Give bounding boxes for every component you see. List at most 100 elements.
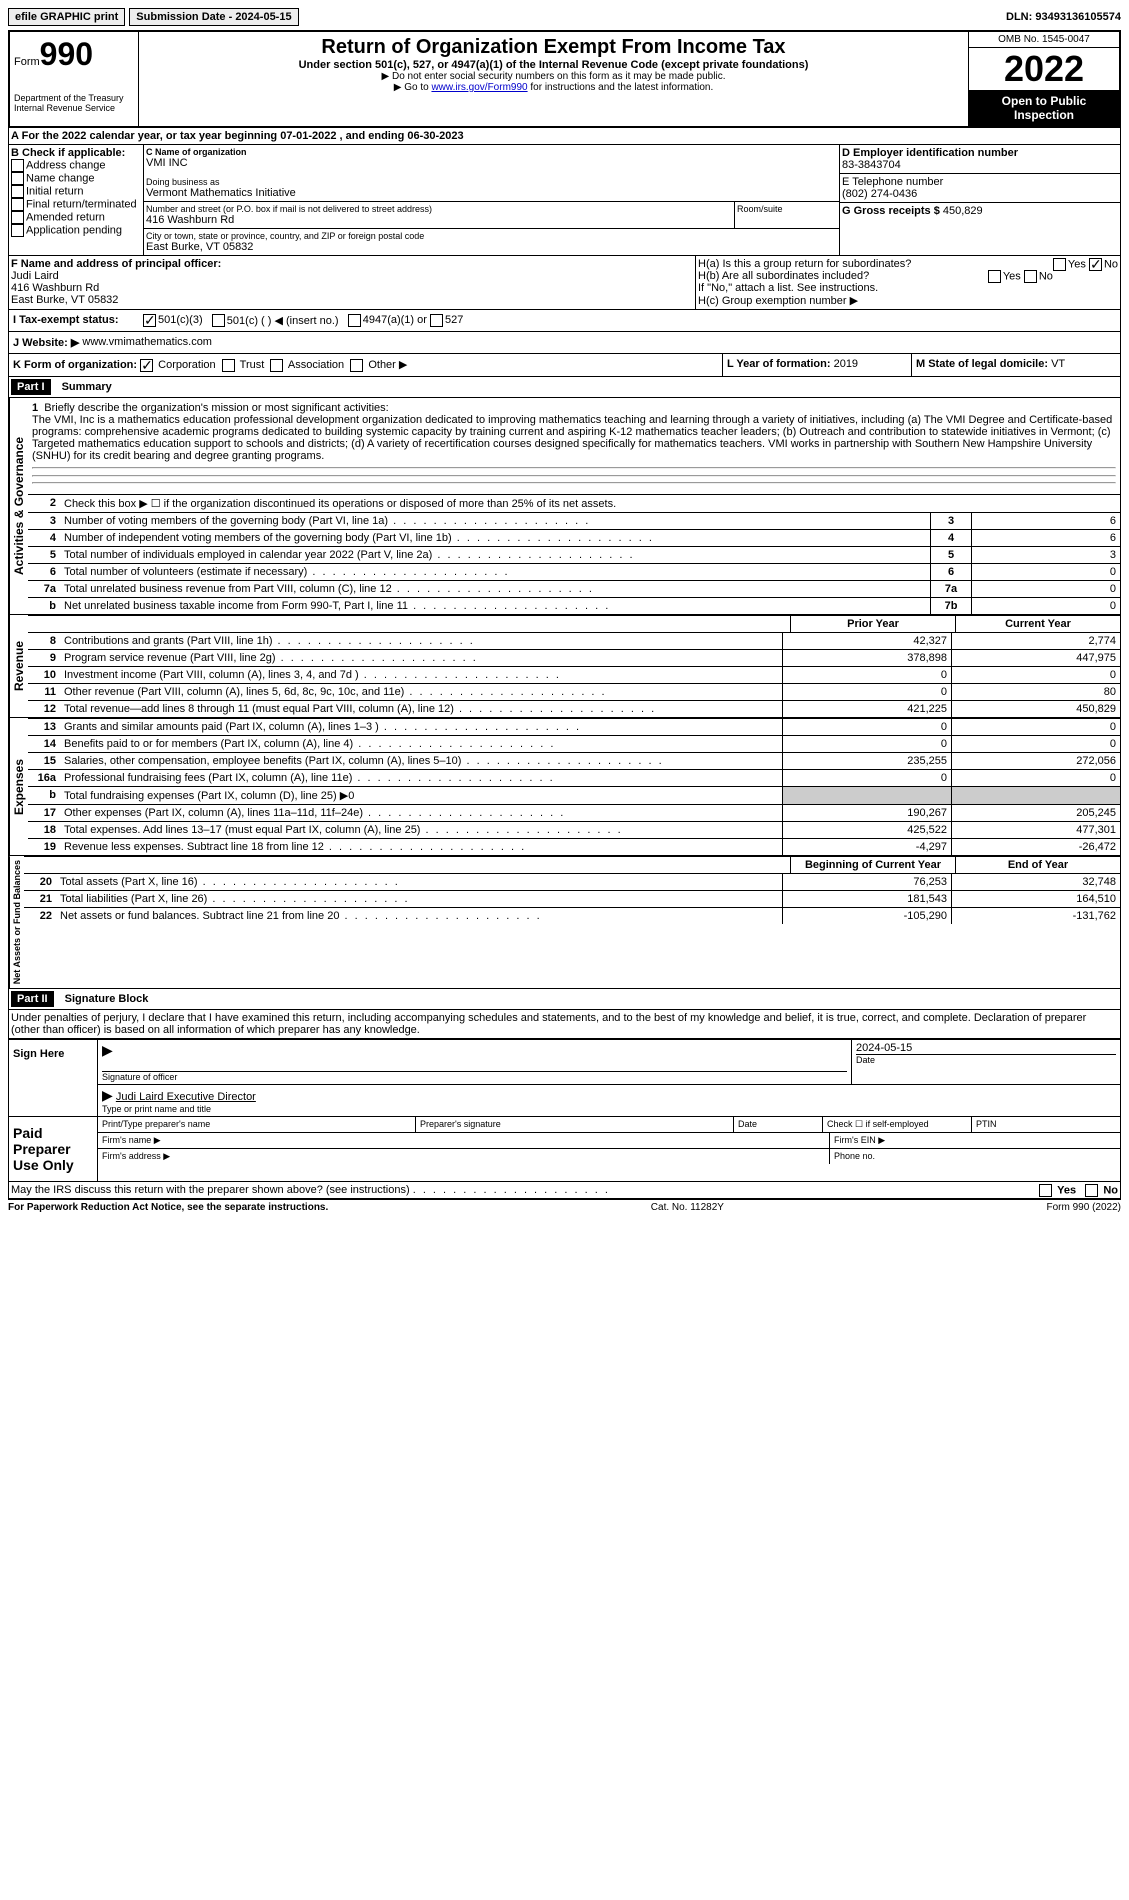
opt-assoc: Association [288, 359, 344, 371]
check-name[interactable] [11, 172, 24, 185]
firm-phone-label: Phone no. [829, 1149, 1120, 1164]
current-value: 32,748 [951, 874, 1120, 890]
side-governance: Activities & Governance [9, 398, 28, 614]
q1-label: Briefly describe the organization's miss… [44, 402, 388, 414]
irs-link[interactable]: www.irs.gov/Form990 [431, 82, 527, 93]
line-text: Net assets or fund balances. Subtract li… [56, 908, 782, 924]
dln: DLN: 93493136105574 [1006, 11, 1121, 23]
k-corp[interactable] [140, 359, 153, 372]
k-other[interactable] [350, 359, 363, 372]
check-pending[interactable] [11, 224, 24, 237]
line-num: 22 [24, 908, 56, 924]
k-label: K Form of organization: [13, 359, 137, 371]
discuss-yes-label: Yes [1057, 1184, 1076, 1196]
line-text: Total unrelated business revenue from Pa… [60, 581, 930, 597]
line-text: Investment income (Part VIII, column (A)… [60, 667, 782, 683]
sig-officer-label: Signature of officer [102, 1071, 847, 1082]
line-value: 0 [971, 581, 1120, 597]
domicile-state: VT [1051, 358, 1065, 370]
discuss-text: May the IRS discuss this return with the… [11, 1184, 410, 1196]
tax-year: 2022 [969, 48, 1119, 90]
line-num: 11 [28, 684, 60, 700]
officer-name-title: Judi Laird Executive Director [116, 1091, 256, 1103]
city-label: City or town, state or province, country… [146, 231, 837, 241]
efile-label: efile GRAPHIC print [8, 8, 125, 26]
line-num: 7a [28, 581, 60, 597]
ha-no[interactable] [1089, 258, 1102, 271]
opt-pending: Application pending [26, 224, 122, 236]
section-b-label: B Check if applicable: [11, 147, 141, 159]
k-trust[interactable] [222, 359, 235, 372]
firm-name-label: Firm's name ▶ [98, 1133, 829, 1148]
form-subtitle: Under section 501(c), 527, or 4947(a)(1)… [143, 59, 964, 71]
check-final[interactable] [11, 198, 24, 211]
prior-value: -105,290 [782, 908, 951, 924]
line-text: Total assets (Part X, line 16) [56, 874, 782, 890]
j-label: J Website: ▶ [13, 336, 79, 349]
i-501c[interactable] [212, 314, 225, 327]
check-amended[interactable] [11, 211, 24, 224]
line-text: Revenue less expenses. Subtract line 18 … [60, 839, 782, 855]
officer-addr1: 416 Washburn Rd [11, 282, 693, 294]
dba-value: Vermont Mathematics Initiative [146, 187, 837, 199]
opt-527: 527 [445, 314, 463, 327]
part1-title: Summary [54, 381, 112, 393]
ha-yes[interactable] [1053, 258, 1066, 271]
open-public: Open to Public Inspection [969, 90, 1119, 126]
discuss-no[interactable] [1085, 1184, 1098, 1197]
line-num: 3 [28, 513, 60, 529]
opt-address: Address change [26, 159, 106, 171]
line-text: Total fundraising expenses (Part IX, col… [60, 787, 782, 804]
prior-value: 0 [782, 770, 951, 786]
line-num: 14 [28, 736, 60, 752]
l-label: L Year of formation: [727, 358, 831, 370]
i-501c3[interactable] [143, 314, 156, 327]
line-num: 20 [24, 874, 56, 890]
line-num: 19 [28, 839, 60, 855]
line-box: 7b [930, 598, 971, 614]
line-num: 10 [28, 667, 60, 683]
current-value [951, 787, 1120, 804]
discuss-no-label: No [1103, 1184, 1118, 1196]
line-text: Total revenue—add lines 8 through 11 (mu… [60, 701, 782, 717]
discuss-yes[interactable] [1039, 1184, 1052, 1197]
i-label: I Tax-exempt status: [13, 314, 143, 327]
col-current: Current Year [955, 616, 1120, 632]
opt-trust: Trust [240, 359, 265, 371]
current-value: 0 [951, 770, 1120, 786]
line-box: 5 [930, 547, 971, 563]
part2-title: Signature Block [57, 993, 149, 1005]
hb-no[interactable] [1024, 270, 1037, 283]
check-address[interactable] [11, 159, 24, 172]
officer-name: Judi Laird [11, 270, 693, 282]
f-officer-label: F Name and address of principal officer: [11, 258, 693, 270]
i-527[interactable] [430, 314, 443, 327]
current-value: 0 [951, 719, 1120, 735]
ptin-label: PTIN [971, 1117, 1120, 1132]
instr-goto-prefix: ▶ Go to [394, 82, 432, 93]
current-value: 205,245 [951, 805, 1120, 821]
line-text: Other revenue (Part VIII, column (A), li… [60, 684, 782, 700]
current-value: 80 [951, 684, 1120, 700]
g-receipts-label: G Gross receipts $ [842, 205, 940, 217]
website-value: www.vmimathematics.com [82, 336, 212, 349]
col-prior: Prior Year [790, 616, 955, 632]
mission-text: The VMI, Inc is a mathematics education … [32, 414, 1112, 462]
dept-treasury: Department of the Treasury [14, 93, 134, 103]
line-num: 18 [28, 822, 60, 838]
k-assoc[interactable] [270, 359, 283, 372]
check-initial[interactable] [11, 185, 24, 198]
current-value: 447,975 [951, 650, 1120, 666]
opt-other: Other ▶ [368, 359, 407, 371]
line-num: b [28, 598, 60, 614]
c-name-label: C Name of organization [146, 147, 837, 157]
prior-value: 42,327 [782, 633, 951, 649]
i-4947[interactable] [348, 314, 361, 327]
prior-value: 0 [782, 719, 951, 735]
opt-name: Name change [26, 172, 95, 184]
hb-yes[interactable] [988, 270, 1001, 283]
current-value: 2,774 [951, 633, 1120, 649]
line-text: Salaries, other compensation, employee b… [60, 753, 782, 769]
line-box: 4 [930, 530, 971, 546]
opt-4947: 4947(a)(1) or [363, 314, 427, 327]
